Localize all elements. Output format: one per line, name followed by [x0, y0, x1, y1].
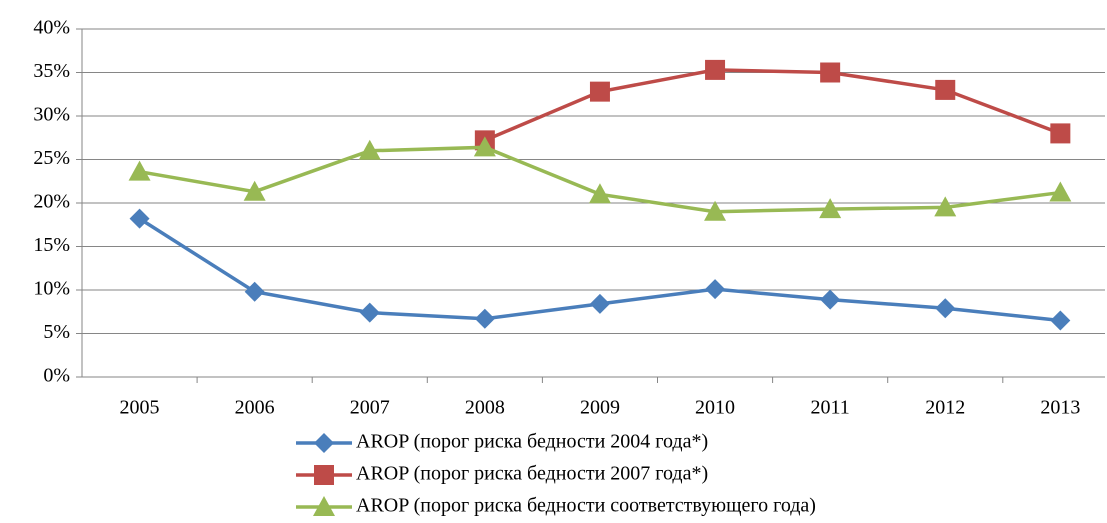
x-tick-label: 2009	[580, 397, 620, 419]
y-tick-label: 40%	[33, 17, 70, 39]
x-tick-label: 2007	[350, 397, 390, 419]
y-tick-label: 15%	[33, 234, 70, 256]
marker	[820, 62, 841, 83]
x-tick-label: 2013	[1040, 397, 1080, 419]
marker	[359, 302, 380, 323]
x-tick-label: 2011	[811, 397, 850, 419]
marker	[589, 293, 610, 314]
x-tick-label: 2010	[695, 397, 735, 419]
y-tick-label: 35%	[33, 60, 70, 82]
marker	[705, 59, 726, 80]
y-tick-label: 5%	[43, 321, 70, 343]
x-tick-label: 2008	[465, 397, 505, 419]
legend-label: AROP (порог риска бедности 2007 года*)	[356, 463, 708, 485]
marker	[704, 200, 727, 221]
marker	[705, 279, 726, 300]
y-tick-label: 0%	[43, 365, 70, 387]
marker	[244, 281, 265, 302]
marker	[474, 308, 495, 329]
marker	[358, 139, 381, 160]
marker	[243, 180, 266, 201]
marker	[588, 183, 611, 204]
marker	[129, 208, 150, 229]
marker	[589, 81, 610, 102]
marker	[1050, 123, 1071, 144]
marker	[1050, 310, 1071, 331]
marker	[820, 289, 841, 310]
marker	[473, 136, 496, 157]
y-tick-label: 25%	[33, 147, 70, 169]
series-line	[484, 68, 1061, 142]
marker	[935, 79, 956, 100]
marker	[935, 298, 956, 319]
marker	[1049, 181, 1072, 202]
x-tick-label: 2012	[925, 397, 965, 419]
marker	[934, 196, 957, 217]
marker	[819, 198, 842, 219]
y-tick-label: 10%	[33, 278, 70, 300]
x-tick-label: 2005	[120, 397, 160, 419]
marker	[314, 433, 334, 453]
marker	[313, 496, 335, 516]
legend-label: AROP (порог риска бедности 2004 года*)	[356, 431, 708, 453]
y-tick-label: 30%	[33, 104, 70, 126]
x-tick-label: 2006	[235, 397, 275, 419]
y-tick-label: 20%	[33, 191, 70, 213]
legend-label: AROP (порог риска бедности соответствующ…	[356, 495, 816, 517]
marker	[314, 465, 334, 485]
marker	[128, 160, 151, 181]
